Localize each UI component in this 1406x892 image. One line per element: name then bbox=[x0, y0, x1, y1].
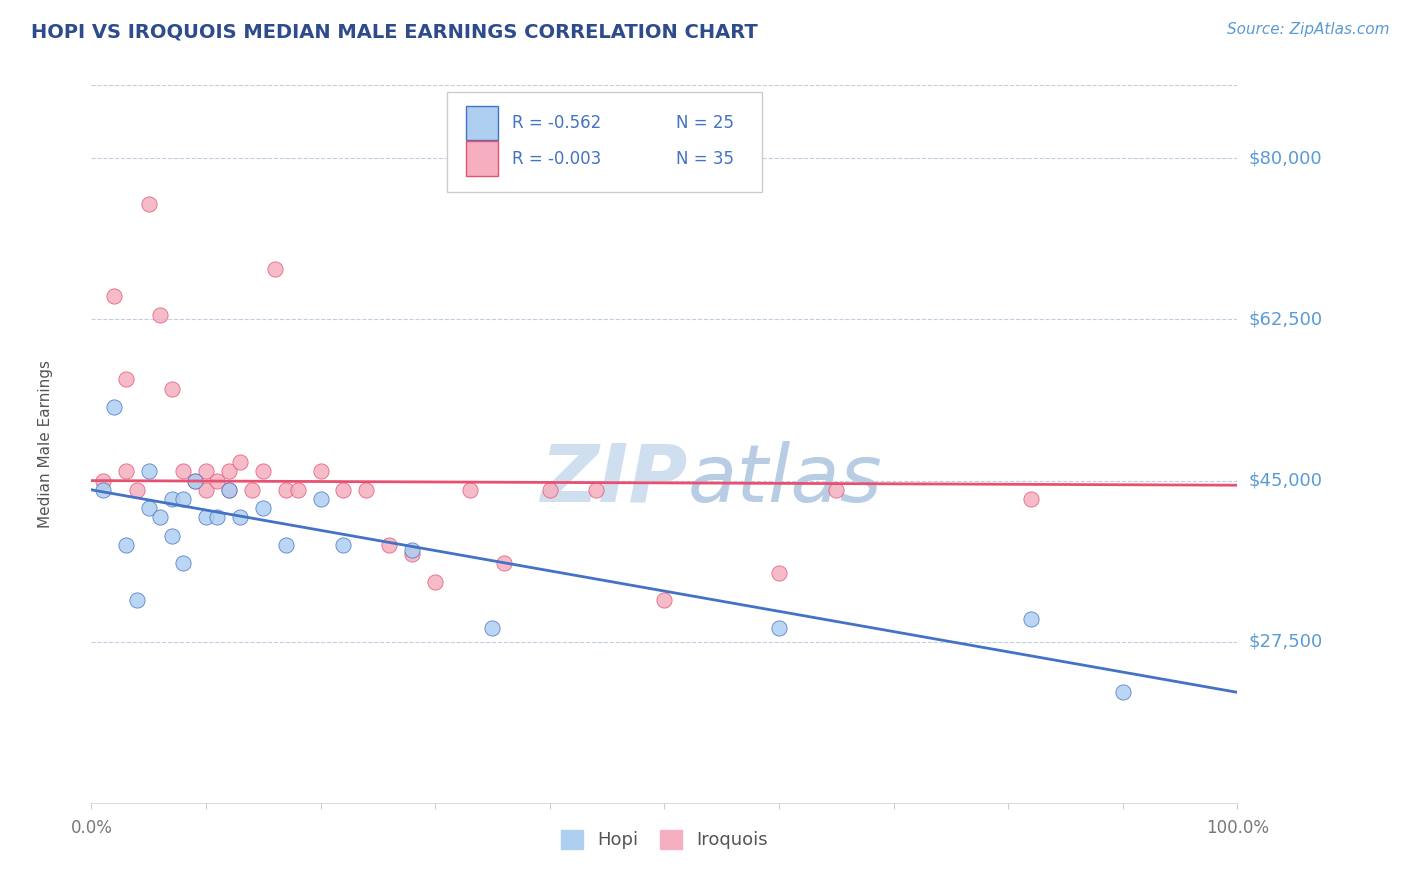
Point bbox=[218, 483, 240, 497]
Point bbox=[138, 501, 160, 516]
Point bbox=[1019, 491, 1042, 506]
Point bbox=[114, 372, 136, 386]
Point bbox=[276, 483, 298, 497]
Point bbox=[585, 483, 607, 497]
Point bbox=[114, 464, 136, 478]
Point bbox=[287, 483, 309, 497]
Text: $45,000: $45,000 bbox=[1249, 472, 1323, 490]
Point bbox=[172, 464, 194, 478]
Text: $27,500: $27,500 bbox=[1249, 632, 1323, 650]
Point bbox=[114, 538, 136, 552]
Point bbox=[1019, 612, 1042, 626]
Point bbox=[401, 547, 423, 561]
Point bbox=[252, 501, 274, 516]
Text: R = -0.562: R = -0.562 bbox=[512, 114, 602, 132]
Point bbox=[481, 621, 503, 635]
Point bbox=[160, 491, 183, 506]
Point bbox=[149, 308, 172, 322]
Point bbox=[378, 538, 401, 552]
Point bbox=[240, 483, 263, 497]
Point bbox=[160, 529, 183, 543]
Text: Source: ZipAtlas.com: Source: ZipAtlas.com bbox=[1226, 22, 1389, 37]
Point bbox=[252, 464, 274, 478]
Point bbox=[138, 197, 160, 211]
Point bbox=[309, 491, 332, 506]
FancyBboxPatch shape bbox=[467, 105, 498, 140]
Point bbox=[138, 464, 160, 478]
Text: N = 25: N = 25 bbox=[676, 114, 734, 132]
FancyBboxPatch shape bbox=[467, 142, 498, 176]
Text: $80,000: $80,000 bbox=[1249, 149, 1322, 168]
Point bbox=[458, 483, 481, 497]
Point bbox=[218, 483, 240, 497]
Point bbox=[229, 510, 252, 524]
Point bbox=[356, 483, 378, 497]
Point bbox=[1111, 685, 1133, 699]
Point bbox=[127, 593, 149, 607]
Point bbox=[91, 483, 114, 497]
Point bbox=[91, 474, 114, 488]
Text: atlas: atlas bbox=[688, 441, 882, 518]
Point bbox=[423, 574, 446, 589]
Point bbox=[149, 510, 172, 524]
Point bbox=[127, 483, 149, 497]
Point bbox=[172, 557, 194, 571]
Text: Median Male Earnings: Median Male Earnings bbox=[38, 359, 53, 528]
Point bbox=[332, 538, 354, 552]
Point bbox=[768, 621, 790, 635]
Point bbox=[538, 483, 561, 497]
Text: HOPI VS IROQUOIS MEDIAN MALE EARNINGS CORRELATION CHART: HOPI VS IROQUOIS MEDIAN MALE EARNINGS CO… bbox=[31, 22, 758, 41]
Text: N = 35: N = 35 bbox=[676, 150, 734, 168]
Point bbox=[172, 491, 194, 506]
Point bbox=[194, 483, 217, 497]
Point bbox=[183, 474, 205, 488]
Legend: Hopi, Iroquois: Hopi, Iroquois bbox=[553, 821, 776, 858]
Text: R = -0.003: R = -0.003 bbox=[512, 150, 602, 168]
Point bbox=[401, 542, 423, 557]
Point bbox=[825, 483, 848, 497]
Point bbox=[263, 261, 285, 276]
Point bbox=[309, 464, 332, 478]
Point bbox=[103, 400, 125, 414]
Point bbox=[768, 566, 790, 580]
Point bbox=[229, 455, 252, 469]
Point bbox=[183, 474, 205, 488]
Point bbox=[492, 557, 515, 571]
Point bbox=[332, 483, 354, 497]
Point bbox=[276, 538, 298, 552]
Point bbox=[652, 593, 675, 607]
Point bbox=[194, 464, 217, 478]
Point bbox=[194, 510, 217, 524]
Point bbox=[207, 474, 229, 488]
Point bbox=[207, 510, 229, 524]
Point bbox=[160, 382, 183, 396]
Point bbox=[218, 464, 240, 478]
Point bbox=[103, 289, 125, 303]
Text: $62,500: $62,500 bbox=[1249, 310, 1323, 328]
FancyBboxPatch shape bbox=[447, 92, 762, 193]
Text: ZIP: ZIP bbox=[540, 441, 688, 518]
